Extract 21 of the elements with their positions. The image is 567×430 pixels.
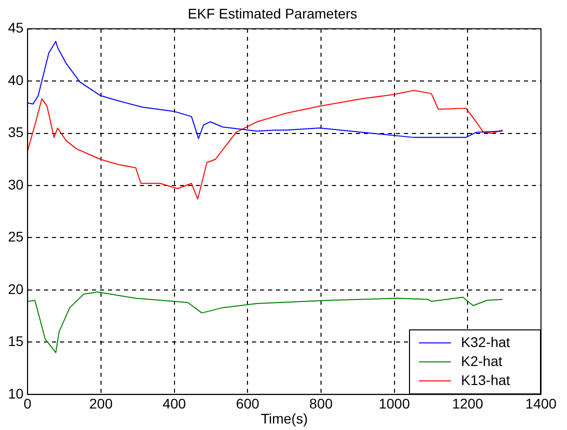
legend-label: K32-hat [461,334,510,350]
legend-label: K13-hat [461,372,510,388]
x-tick-label: 600 [236,396,260,412]
x-tick-label: 1000 [378,396,410,412]
y-tick-label: 25 [8,228,24,245]
legend-label: K2-hat [461,352,502,369]
chart-title: EKF Estimated Parameters [188,5,358,22]
x-axis-title: Time(s) [260,410,308,426]
x-tick-label: 400 [162,396,186,412]
x-tick-label: 1400 [525,396,557,412]
y-tick-label: 10 [8,385,24,402]
x-tick-label: 800 [309,396,333,412]
y-tick-label: 30 [8,176,24,192]
y-tick-label: 45 [8,20,24,36]
x-tick-label: 0 [24,396,32,412]
y-tick-label: 40 [8,72,24,88]
x-tick-label: 1200 [452,396,484,412]
y-tick-label: 15 [8,333,24,350]
x-tick-label: 200 [89,396,113,412]
y-tick-label: 20 [8,280,24,297]
y-tick-label: 35 [8,124,24,140]
